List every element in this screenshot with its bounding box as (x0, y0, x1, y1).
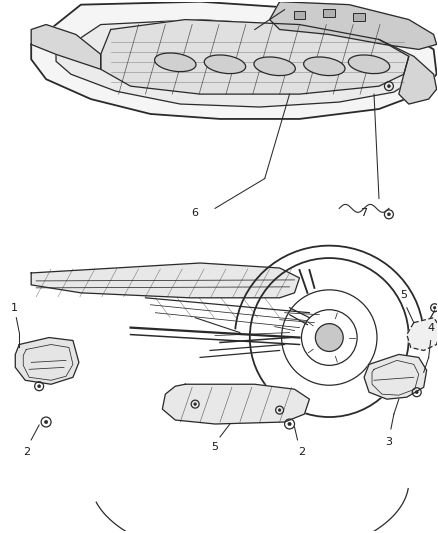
Polygon shape (379, 39, 437, 104)
Text: 5: 5 (212, 442, 219, 452)
Bar (323, 9, 335, 17)
Text: 7: 7 (360, 208, 367, 219)
Bar (353, 13, 365, 21)
Polygon shape (15, 337, 79, 384)
Circle shape (288, 422, 291, 426)
Circle shape (44, 420, 48, 424)
Ellipse shape (348, 55, 390, 74)
Text: 6: 6 (192, 208, 199, 219)
Polygon shape (162, 384, 309, 424)
Text: 2: 2 (298, 447, 305, 457)
Ellipse shape (304, 57, 345, 76)
Polygon shape (364, 354, 427, 399)
Polygon shape (31, 2, 437, 119)
Circle shape (433, 306, 436, 309)
Circle shape (278, 409, 281, 411)
Polygon shape (31, 25, 101, 69)
Circle shape (387, 85, 391, 88)
Ellipse shape (204, 55, 246, 74)
Circle shape (38, 385, 41, 388)
Polygon shape (31, 263, 300, 298)
Circle shape (415, 391, 418, 394)
Text: 2: 2 (23, 447, 30, 457)
Ellipse shape (155, 53, 196, 71)
Text: 4: 4 (427, 322, 434, 333)
Text: 1: 1 (11, 303, 18, 313)
Circle shape (315, 324, 343, 351)
Polygon shape (56, 20, 414, 107)
Circle shape (387, 213, 391, 216)
Polygon shape (101, 20, 409, 94)
Circle shape (194, 403, 197, 406)
Bar (293, 11, 305, 19)
Text: 3: 3 (385, 437, 392, 447)
Polygon shape (270, 2, 437, 50)
Ellipse shape (254, 57, 295, 76)
Polygon shape (407, 318, 438, 351)
Text: 5: 5 (400, 290, 407, 300)
